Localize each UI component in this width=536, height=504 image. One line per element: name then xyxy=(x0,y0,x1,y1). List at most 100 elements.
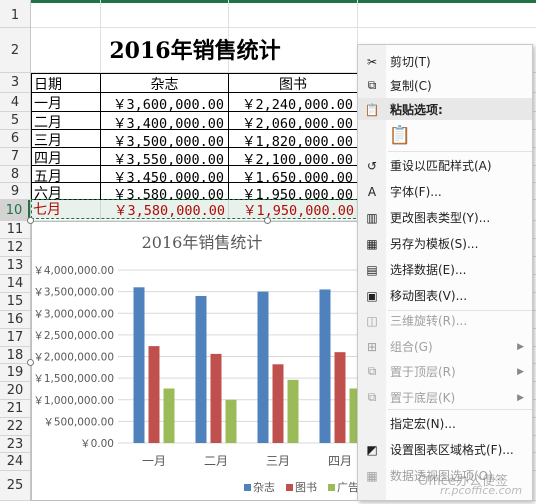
row-header-24[interactable]: 24 xyxy=(0,453,30,471)
menu-item-13: ⧉ 置于底层(K) ▶ xyxy=(358,385,532,410)
chart-resize-handle-top-mid[interactable] xyxy=(264,217,271,224)
submenu-arrow-icon: ▶ xyxy=(517,366,524,377)
value-cell[interactable]: ￥2,240,000.00 xyxy=(228,92,358,112)
bar-杂志-四月 xyxy=(319,289,331,443)
value-cell[interactable]: ￥1,650,000.00 xyxy=(228,165,358,183)
legend-swatch-广告 xyxy=(328,484,335,491)
value-cell[interactable]: ￥3,400,000.00 xyxy=(100,111,229,130)
bar-图书-二月 xyxy=(210,353,222,443)
context-menu: ✂ 剪切(T) ⧉ 复制(C) 📋 粘贴选项: 📋 ↺ 重设以匹配样式(A) A 字体(F)... ▥… xyxy=(357,44,533,501)
month-cell[interactable]: 四月 xyxy=(31,147,101,166)
row-header-25[interactable]: 25 xyxy=(0,471,30,501)
menu-item-label: 数据透视图选项(O)... xyxy=(390,469,505,483)
value-cell[interactable]: ￥3,580,000.00 xyxy=(113,203,225,219)
row-header-14[interactable]: 14 xyxy=(0,275,30,293)
month-cell[interactable]: 七月 xyxy=(33,202,61,218)
row-header-3[interactable]: 3 xyxy=(0,73,30,93)
menu-item-15[interactable]: ◩ 设置图表区域格式(F)... xyxy=(358,437,532,462)
row-header-16[interactable]: 16 xyxy=(0,311,30,329)
value-cell[interactable]: ￥3,580,000.00 xyxy=(100,182,229,200)
value-cell[interactable]: ￥3,600,000.00 xyxy=(100,92,229,112)
select-data-icon: ▤ xyxy=(366,262,378,277)
row-header-column[interactable]: 1 2 3 4 5 6 7 8 9 10 11 12 13 14 15 16 17 18 19 20 21 22 23 24 2… xyxy=(0,0,31,501)
bar-广告-三月 xyxy=(287,379,299,443)
menu-separator xyxy=(388,310,532,311)
value-cell[interactable]: ￥2,100,000.00 xyxy=(228,147,358,166)
row-header-2[interactable]: 2 xyxy=(0,28,30,73)
menu-item-5[interactable]: A 字体(F)... xyxy=(358,179,532,204)
copy-selection-marquee xyxy=(31,199,361,219)
menu-item-14[interactable]: 指定宏(N)... xyxy=(358,411,532,436)
send-back-icon: ⧉ xyxy=(367,390,377,404)
value-cell[interactable]: ￥3,550,000.00 xyxy=(100,147,229,166)
legend-swatch-图书 xyxy=(286,484,293,491)
bar-广告-二月 xyxy=(225,399,237,443)
x-tick-label: 二月 xyxy=(204,454,228,468)
font-icon: A xyxy=(367,184,377,199)
row-header-17[interactable]: 17 xyxy=(0,329,30,347)
gridline xyxy=(31,27,536,28)
row-header-23[interactable]: 23 xyxy=(0,436,30,453)
row-header-12[interactable]: 12 xyxy=(0,239,30,257)
value-cell[interactable]: ￥1,950,000.00 xyxy=(228,182,358,200)
sales-chart[interactable]: 2016年销售统计 ￥4,000,000.00 ￥3,500,000.00 ￥3,00… xyxy=(31,221,361,501)
chart-title: 2016年销售统计 xyxy=(142,233,263,252)
menu-item-label: 设置图表区域格式(F)... xyxy=(390,443,514,457)
menu-item-9[interactable]: ▣ 移动图表(V)... xyxy=(358,283,532,308)
row-header-5[interactable]: 5 xyxy=(0,112,30,130)
row-header-10[interactable]: 10 xyxy=(0,200,30,221)
value-cell[interactable]: ￥1,820,000.00 xyxy=(228,129,358,148)
change-chart-type-icon: ▥ xyxy=(366,210,378,225)
row-header-20[interactable]: 20 xyxy=(0,382,30,400)
legend-swatch-杂志 xyxy=(244,484,251,491)
menu-item-0[interactable]: ✂ 剪切(T) xyxy=(358,49,532,74)
month-cell[interactable]: 六月 xyxy=(31,182,101,200)
menu-item-label: 置于顶层(R) xyxy=(390,365,456,379)
row-header-4[interactable]: 4 xyxy=(0,93,30,112)
sheet-title-cell[interactable]: 2016年销售统计 xyxy=(109,38,281,64)
row-header-7[interactable]: 7 xyxy=(0,148,30,166)
row-header-15[interactable]: 15 xyxy=(0,293,30,311)
menu-item-label: 选择数据(E)... xyxy=(390,263,467,277)
row-header-8[interactable]: 8 xyxy=(0,166,30,183)
row-header-19[interactable]: 19 xyxy=(0,364,30,382)
menu-item-8[interactable]: ▤ 选择数据(E)... xyxy=(358,257,532,282)
header-cell-0[interactable]: 日期 xyxy=(31,73,101,93)
row-header-9[interactable]: 9 xyxy=(0,183,30,200)
submenu-arrow-icon: ▶ xyxy=(517,392,524,403)
row-header-11[interactable]: 11 xyxy=(0,221,30,239)
month-cell[interactable]: 五月 xyxy=(31,165,101,183)
header-cell-1[interactable]: 杂志 xyxy=(100,73,229,93)
paste-option-keep-formatting[interactable]: 📋 xyxy=(358,120,532,150)
row-header-1[interactable]: 1 xyxy=(0,3,30,28)
menu-item-2: 📋 粘贴选项: xyxy=(358,97,532,122)
chart-resize-handle-mid-left[interactable] xyxy=(27,359,34,366)
y-tick-label: ￥2,000,000.00 xyxy=(33,352,114,364)
worksheet[interactable]: 2016年销售统计 日期 杂志 图书一月 ￥3,600,000.00 ￥2,240,00… xyxy=(27,0,536,501)
row-header-21[interactable]: 21 xyxy=(0,400,30,418)
value-cell[interactable]: ￥1,950,000.00 xyxy=(242,203,354,219)
row-header-6[interactable]: 6 xyxy=(0,130,30,148)
y-tick-label: ￥1,500,000.00 xyxy=(33,373,114,385)
bar-杂志-二月 xyxy=(195,295,207,443)
row-header-18[interactable]: 18 xyxy=(0,347,30,364)
header-cell-2[interactable]: 图书 xyxy=(228,73,358,93)
month-cell[interactable]: 一月 xyxy=(31,92,101,112)
value-cell[interactable]: ￥2,060,000.00 xyxy=(228,111,358,130)
bar-图书-一月 xyxy=(148,346,160,443)
value-cell[interactable]: ￥3,500,000.00 xyxy=(100,129,229,148)
row-header-13[interactable]: 13 xyxy=(0,257,30,275)
menu-item-4[interactable]: ↺ 重设以匹配样式(A) xyxy=(358,153,532,178)
y-tick-label: ￥4,000,000.00 xyxy=(33,265,114,277)
y-tick-label: ￥500,000.00 xyxy=(43,416,114,428)
menu-item-6[interactable]: ▥ 更改图表类型(Y)... xyxy=(358,205,532,230)
menu-item-16: ▦ 数据透视图选项(O)... xyxy=(358,463,532,488)
menu-item-1[interactable]: ⧉ 复制(C) xyxy=(358,73,532,98)
chart-resize-handle-top-left[interactable] xyxy=(27,217,34,224)
month-cell[interactable]: 三月 xyxy=(31,129,101,148)
month-cell[interactable]: 二月 xyxy=(31,111,101,130)
menu-separator xyxy=(388,409,532,410)
row-header-22[interactable]: 22 xyxy=(0,418,30,436)
value-cell[interactable]: ￥3,450,000.00 xyxy=(100,165,229,183)
menu-item-7[interactable]: ▦ 另存为模板(S)... xyxy=(358,231,532,256)
